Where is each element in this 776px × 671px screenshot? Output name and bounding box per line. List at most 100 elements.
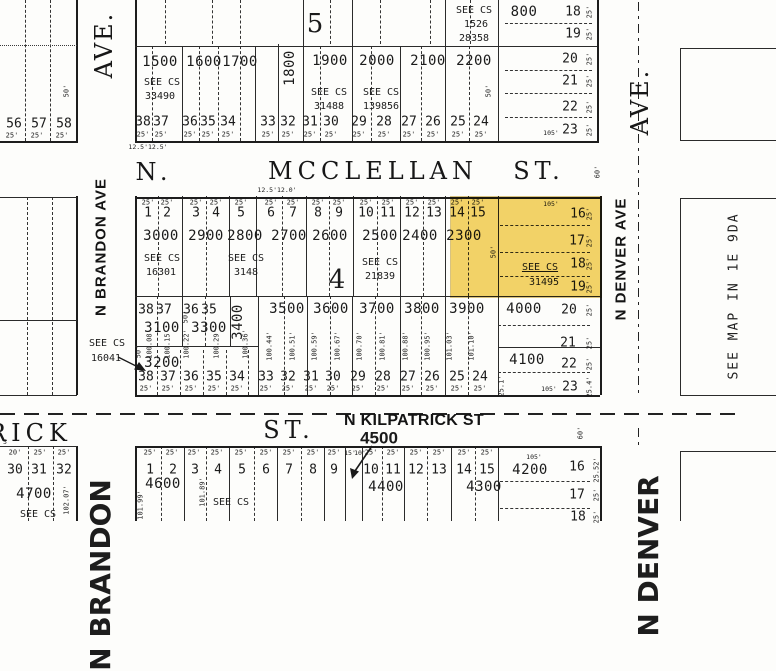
dimension-label: 25' — [281, 130, 295, 139]
map-line — [0, 45, 77, 46]
lot-number: 31 — [303, 369, 319, 385]
map-line — [229, 196, 230, 296]
dimension-label: 25' — [201, 130, 215, 139]
dimension-label: 25' — [30, 131, 44, 140]
dimension-label: 25' — [230, 384, 244, 393]
lot-number: 18 — [565, 4, 581, 20]
map-line — [28, 446, 29, 521]
map-line — [0, 320, 77, 321]
map-line — [182, 296, 183, 346]
map-line — [498, 347, 600, 348]
map-line — [423, 196, 424, 296]
map-line — [0, 446, 77, 447]
map-line — [277, 446, 278, 521]
map-line — [218, 46, 219, 141]
block-address: 1600 — [186, 54, 222, 70]
map-line — [505, 70, 592, 71]
map-line — [505, 23, 592, 24]
lot-number: 16 — [569, 459, 585, 475]
dimension-label: 25' — [160, 198, 174, 207]
dimension-label: 25' — [332, 198, 346, 207]
dimension-label: 25' — [165, 448, 179, 457]
map-line — [430, 0, 431, 44]
lot-number: 30 — [325, 369, 341, 385]
dimension-label: 105' — [543, 128, 559, 137]
dimension-label: 25' — [402, 130, 416, 139]
lot-number: 28 — [376, 114, 392, 130]
dimension-label: 25' — [364, 448, 378, 457]
lot-number: 30 — [323, 114, 339, 130]
highlighted-parcel[interactable] — [450, 196, 602, 298]
map-line — [76, 196, 78, 395]
lot-number: 18 — [570, 509, 586, 525]
lot-number: 37 — [160, 369, 176, 385]
survey-note: SEE CS — [19, 509, 57, 520]
map-line — [229, 446, 230, 521]
block-address: 1900 — [312, 53, 348, 69]
map-line — [330, 296, 331, 395]
lot-number: 20 — [562, 51, 578, 67]
block-address: 4400 — [368, 479, 404, 495]
map-line — [157, 350, 158, 395]
map-line — [324, 446, 325, 521]
map-line — [135, 141, 597, 143]
survey-note: 21839 — [364, 271, 396, 282]
arrow-to-3200 — [117, 356, 146, 371]
survey-note: SEE CS — [310, 87, 348, 98]
lot-number: 38 — [135, 114, 151, 130]
map-line — [500, 481, 590, 482]
lot-number: 19 — [565, 26, 581, 42]
dimension-label: 25' — [221, 130, 235, 139]
survey-note: 28358 — [458, 33, 490, 44]
dimension-label: 25' — [261, 130, 275, 139]
survey-note: SEE CS — [88, 338, 126, 349]
lot-number: 23 — [562, 122, 578, 138]
lot-number: 22 — [561, 356, 577, 372]
map-line — [205, 296, 206, 346]
dimension-label: 25' — [352, 130, 366, 139]
map-line — [382, 446, 383, 521]
map-line — [680, 48, 776, 49]
dimension-label: 25' — [141, 198, 155, 207]
map-line — [199, 46, 200, 141]
dimension-label: 25' — [401, 384, 415, 393]
map-line — [206, 446, 207, 521]
map-line — [362, 446, 363, 521]
block-address: 3900 — [449, 301, 485, 317]
lot-number: 36 — [183, 302, 199, 318]
dimension-label: 15' — [344, 448, 356, 457]
dimension-label: 25' — [432, 448, 446, 457]
map-line — [468, 296, 469, 395]
map-line — [352, 0, 353, 141]
block-address: 4600 — [145, 476, 181, 492]
survey-note: 1526 — [463, 19, 489, 30]
survey-note: SEE CS — [143, 253, 181, 264]
lot-number: 31 — [302, 114, 318, 130]
dimension-label: 25' — [324, 130, 338, 139]
map-line — [303, 0, 304, 141]
lot-number: 32 — [280, 114, 296, 130]
map-line — [470, 0, 471, 44]
lot-number: 14 — [456, 462, 472, 478]
annotation-arrows — [117, 356, 373, 479]
dimension-label: 25' — [451, 130, 465, 139]
map-line — [500, 508, 590, 509]
lot-number: 30 — [7, 462, 23, 478]
lot-number: 2 — [163, 205, 171, 221]
map-line — [680, 48, 681, 140]
dimension-label: 25' — [259, 448, 273, 457]
dimension-label: 25' — [210, 448, 224, 457]
block-address: 4700 — [16, 486, 52, 502]
map-line — [445, 196, 446, 296]
map-line — [0, 197, 77, 198]
dimension-label: 20' — [8, 448, 22, 457]
survey-note: SEE CS — [212, 497, 250, 508]
dimension-label: 25' — [480, 448, 494, 457]
lot-number: 20 — [561, 302, 577, 318]
lot-number: 29 — [350, 369, 366, 385]
parcel-lines — [0, 0, 776, 521]
dimension-label: 25' — [259, 384, 273, 393]
map-line — [258, 296, 259, 395]
block-address: 3000 — [143, 228, 179, 244]
